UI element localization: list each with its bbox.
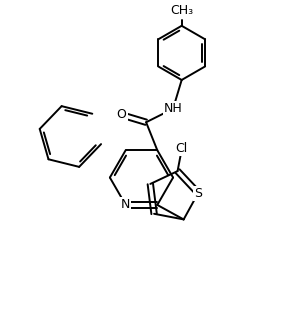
- Text: O: O: [117, 108, 126, 121]
- Text: Cl: Cl: [176, 143, 188, 155]
- Text: CH₃: CH₃: [170, 4, 193, 17]
- Text: N: N: [121, 198, 130, 211]
- Text: NH: NH: [164, 102, 182, 115]
- Text: S: S: [194, 186, 202, 200]
